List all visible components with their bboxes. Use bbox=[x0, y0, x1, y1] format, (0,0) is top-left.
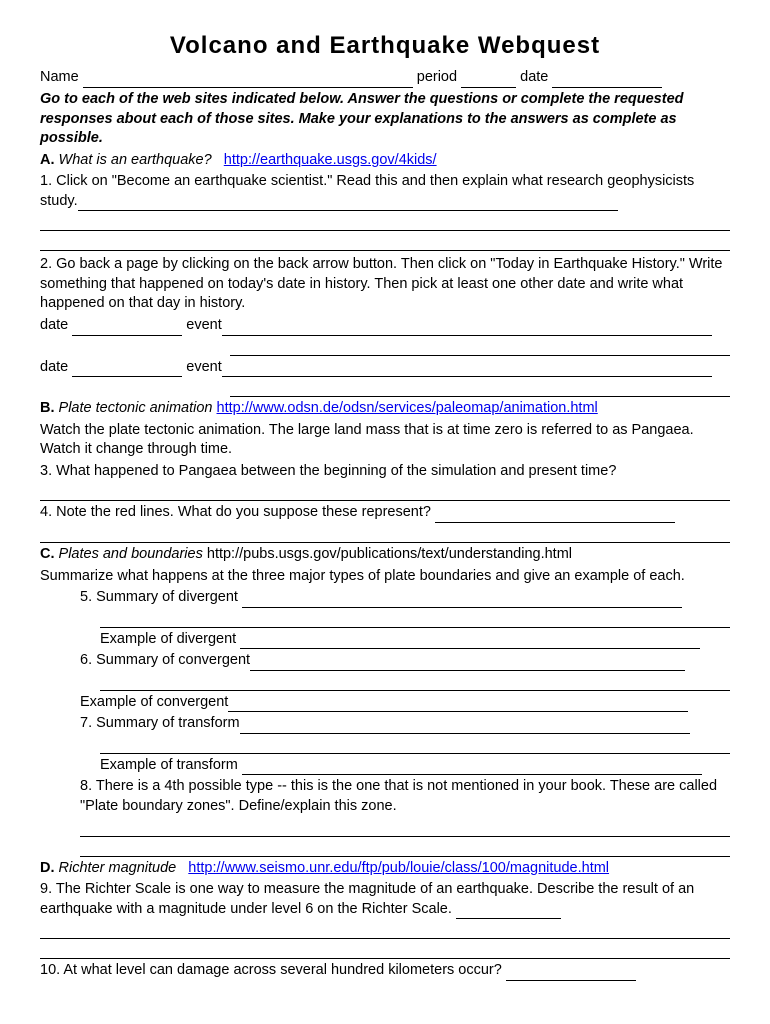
question-8: 8. There is a 4th possible type -- this … bbox=[40, 777, 730, 816]
date-label: date bbox=[520, 69, 548, 85]
question-6-text: 6. Summary of convergent bbox=[80, 652, 250, 668]
question-5-ex: Example of divergent bbox=[40, 630, 730, 650]
question-1: 1. Click on "Become an earthquake scient… bbox=[40, 172, 730, 211]
q2-date2-label: date bbox=[40, 359, 68, 375]
q5-blank[interactable] bbox=[242, 593, 682, 608]
q7-blank[interactable] bbox=[240, 719, 690, 734]
section-b-header: B. Plate tectonic animation http://www.o… bbox=[40, 399, 730, 419]
name-label: Name bbox=[40, 69, 79, 85]
section-d-title: Richter magnitude bbox=[59, 860, 177, 876]
instructions: Go to each of the web sites indicated be… bbox=[40, 90, 730, 149]
question-7-ex: Example of transform bbox=[40, 756, 730, 776]
question-4-text: 4. Note the red lines. What do you suppo… bbox=[40, 504, 431, 520]
q2-event1-line2[interactable] bbox=[230, 338, 730, 356]
section-a-title: What is an earthquake? bbox=[59, 152, 212, 168]
q3-line[interactable] bbox=[40, 483, 730, 501]
q7ex-blank[interactable] bbox=[242, 761, 702, 776]
question-5: 5. Summary of divergent bbox=[40, 588, 730, 608]
worksheet-title: Volcano and Earthquake Webquest bbox=[40, 30, 730, 62]
q6-line2[interactable] bbox=[100, 673, 730, 691]
question-7-text: 7. Summary of transform bbox=[80, 715, 240, 731]
q4-blank[interactable] bbox=[435, 508, 675, 523]
section-c-title: Plates and boundaries bbox=[59, 546, 203, 562]
section-c-label: C. bbox=[40, 546, 55, 562]
q2-date1-blank[interactable] bbox=[72, 321, 182, 336]
section-d-label: D. bbox=[40, 860, 55, 876]
section-a-header: A. What is an earthquake? http://earthqu… bbox=[40, 151, 730, 171]
question-10: 10. At what level can damage across seve… bbox=[40, 961, 730, 981]
section-d-header: D. Richter magnitude http://www.seismo.u… bbox=[40, 859, 730, 879]
question-5-text: 5. Summary of divergent bbox=[80, 589, 238, 605]
period-blank[interactable] bbox=[461, 73, 516, 88]
q2-event2-blank[interactable] bbox=[222, 363, 712, 378]
q1-line3[interactable] bbox=[40, 233, 730, 251]
q2-date2-blank[interactable] bbox=[72, 363, 182, 378]
question-7-ex-text: Example of transform bbox=[100, 757, 238, 773]
question-7: 7. Summary of transform bbox=[40, 714, 730, 734]
q1-blank[interactable] bbox=[78, 197, 618, 212]
q7-line2[interactable] bbox=[100, 736, 730, 754]
section-b-label: B. bbox=[40, 400, 55, 416]
q4-line2[interactable] bbox=[40, 525, 730, 543]
q2-event1-blank[interactable] bbox=[222, 321, 712, 336]
section-b-intro: Watch the plate tectonic animation. The … bbox=[40, 421, 730, 460]
date-blank[interactable] bbox=[552, 73, 662, 88]
q2-date-event-1: date event bbox=[40, 316, 730, 336]
period-label: period bbox=[417, 69, 457, 85]
q2-event2-line2[interactable] bbox=[230, 379, 730, 397]
q6-blank[interactable] bbox=[250, 656, 685, 671]
question-4: 4. Note the red lines. What do you suppo… bbox=[40, 503, 730, 523]
section-b-link[interactable]: http://www.odsn.de/odsn/services/paleoma… bbox=[217, 400, 598, 416]
q9-blank[interactable] bbox=[456, 905, 561, 920]
question-6: 6. Summary of convergent bbox=[40, 651, 730, 671]
q9-line2[interactable] bbox=[40, 921, 730, 939]
q8-line2[interactable] bbox=[80, 839, 730, 857]
section-c-intro: Summarize what happens at the three majo… bbox=[40, 567, 730, 587]
q5ex-blank[interactable] bbox=[240, 635, 700, 650]
question-9-text: 9. The Richter Scale is one way to measu… bbox=[40, 881, 694, 917]
q2-date1-label: date bbox=[40, 317, 68, 333]
question-10-text: 10. At what level can damage across seve… bbox=[40, 962, 502, 978]
section-c-url: http://pubs.usgs.gov/publications/text/u… bbox=[207, 546, 572, 562]
q10-blank[interactable] bbox=[506, 966, 636, 981]
q2-date-event-2: date event bbox=[40, 358, 730, 378]
question-2: 2. Go back a page by clicking on the bac… bbox=[40, 255, 730, 314]
q5-line2[interactable] bbox=[100, 610, 730, 628]
q6ex-blank[interactable] bbox=[228, 698, 688, 713]
question-6-ex: Example of convergent bbox=[40, 693, 730, 713]
section-a-label: A. bbox=[40, 152, 55, 168]
q8-line1[interactable] bbox=[80, 819, 730, 837]
q1-line2[interactable] bbox=[40, 213, 730, 231]
question-5-ex-text: Example of divergent bbox=[100, 631, 236, 647]
header-row: Name period date bbox=[40, 68, 730, 88]
section-c-header: C. Plates and boundaries http://pubs.usg… bbox=[40, 545, 730, 565]
name-blank[interactable] bbox=[83, 73, 413, 88]
q2-event2-label: event bbox=[186, 359, 221, 375]
q2-event1-label: event bbox=[186, 317, 221, 333]
section-d-link[interactable]: http://www.seismo.unr.edu/ftp/pub/louie/… bbox=[188, 860, 609, 876]
section-a-link[interactable]: http://earthquake.usgs.gov/4kids/ bbox=[224, 152, 437, 168]
question-6-ex-text: Example of convergent bbox=[80, 694, 228, 710]
question-3: 3. What happened to Pangaea between the … bbox=[40, 462, 730, 482]
q9-line3[interactable] bbox=[40, 941, 730, 959]
question-9: 9. The Richter Scale is one way to measu… bbox=[40, 880, 730, 919]
section-b-title: Plate tectonic animation bbox=[59, 400, 213, 416]
